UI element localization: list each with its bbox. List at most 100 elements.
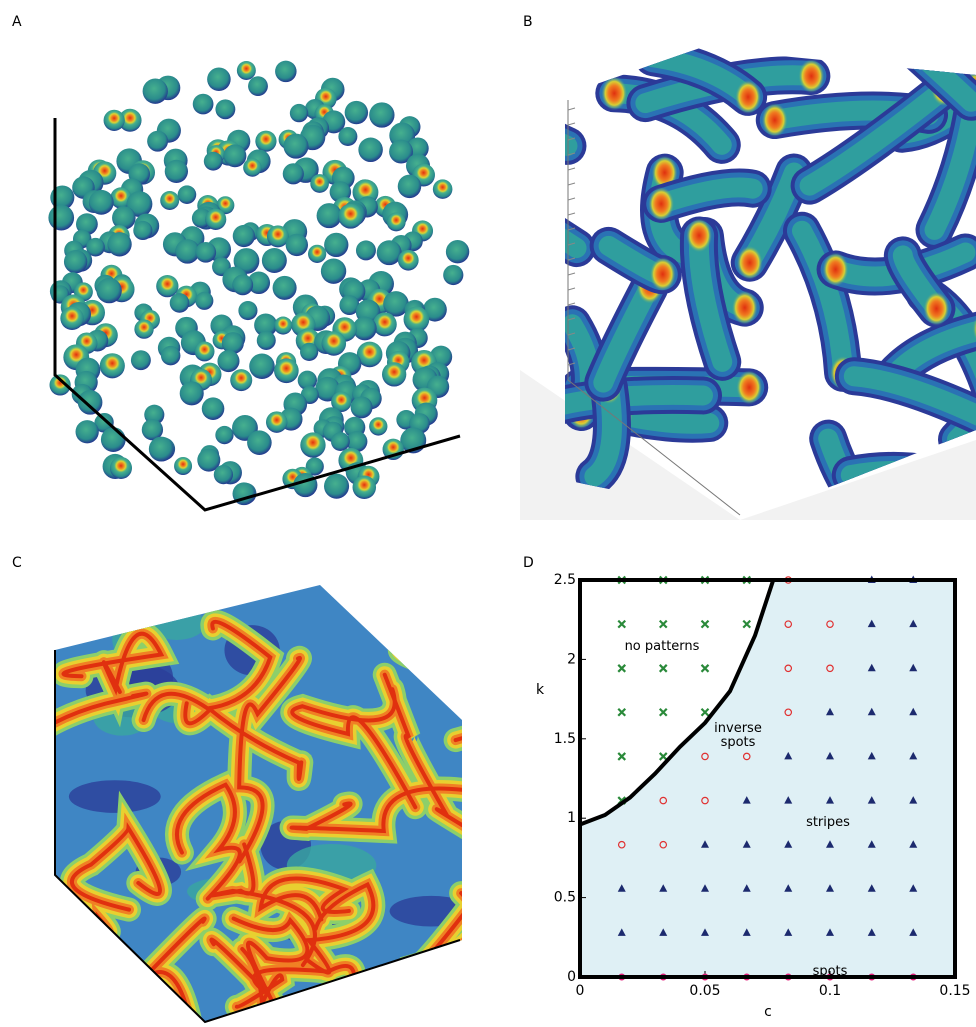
sphere: [214, 465, 233, 484]
sphere: [195, 242, 216, 263]
sphere: [274, 358, 299, 383]
tick: [568, 108, 575, 110]
marker-x: [618, 665, 625, 672]
sphere: [64, 250, 87, 273]
sphere: [89, 190, 114, 215]
sphere: [443, 265, 463, 285]
sphere: [101, 427, 126, 452]
region-label: spots: [780, 965, 880, 979]
sphere: [398, 250, 419, 271]
tick: [568, 183, 575, 185]
sphere: [110, 457, 132, 479]
panel-label: B: [523, 14, 533, 30]
sphere: [324, 474, 349, 499]
sphere: [161, 346, 180, 365]
sphere: [224, 144, 247, 167]
sphere: [293, 473, 317, 497]
marker-x: [660, 709, 667, 716]
tube-end: [923, 292, 949, 326]
sphere: [446, 240, 469, 263]
sphere: [308, 245, 326, 263]
panel-label: C: [12, 555, 22, 571]
blob: [69, 780, 161, 813]
sphere: [215, 426, 233, 444]
tube-end: [737, 246, 763, 280]
sphere: [353, 475, 377, 499]
tick: [568, 123, 575, 125]
marker-x: [702, 709, 709, 716]
sphere: [373, 312, 397, 336]
ridge: [0, 955, 131, 1022]
sphere: [324, 233, 348, 257]
ridge: [0, 955, 131, 1022]
sphere: [156, 275, 178, 297]
sphere: [232, 274, 253, 295]
sphere: [170, 293, 190, 313]
figure: A B C D 00.050.10.1500.511.522.5 c k no …: [0, 0, 976, 1027]
sphere: [262, 248, 287, 273]
region-label: stripes: [778, 816, 878, 830]
marker-x: [618, 621, 625, 628]
sphere: [247, 430, 272, 455]
sphere: [165, 160, 188, 183]
sphere: [398, 175, 421, 198]
figure-canvas: A B C D 00.050.10.1500.511.522.5 c k: [0, 0, 976, 1027]
sphere: [249, 354, 275, 380]
tube-end: [823, 252, 849, 286]
marker-x: [660, 665, 667, 672]
tube-end: [513, 199, 539, 233]
sphere: [433, 179, 453, 199]
sphere: [338, 127, 357, 146]
marker-x: [618, 709, 625, 716]
sphere: [273, 276, 297, 300]
tick: [568, 288, 575, 290]
sphere: [283, 134, 308, 159]
sphere: [147, 131, 168, 152]
sphere: [356, 240, 376, 260]
sphere: [202, 397, 225, 420]
y-tick-label: 2: [567, 651, 576, 667]
panel-a: [48, 61, 469, 506]
marker-x: [702, 665, 709, 672]
sphere: [76, 420, 99, 443]
sphere: [107, 232, 131, 256]
sphere: [369, 417, 387, 435]
y-tick-label: 0: [567, 969, 576, 985]
tick: [568, 303, 575, 305]
sphere: [286, 234, 308, 256]
tube: [854, 376, 976, 422]
tube-end: [735, 80, 761, 114]
tube-end: [736, 370, 762, 404]
x-tick-label: 0.15: [939, 983, 970, 999]
sphere: [358, 138, 382, 162]
sphere: [237, 61, 256, 80]
tube-end: [686, 218, 712, 252]
x-axis-label: c: [764, 1004, 772, 1020]
sphere: [149, 437, 174, 462]
tube: [930, 0, 937, 62]
sphere: [230, 369, 252, 391]
tick: [568, 168, 575, 170]
sphere: [283, 163, 304, 184]
tick: [568, 198, 575, 200]
sphere: [338, 204, 363, 229]
sphere: [100, 353, 125, 378]
sphere: [174, 457, 192, 475]
tube: [930, 0, 937, 62]
sphere: [48, 205, 74, 231]
tube-end: [762, 103, 788, 137]
y-tick-label: 2.5: [554, 572, 576, 588]
sphere: [274, 317, 292, 335]
tube-end: [732, 291, 758, 325]
x-tick-label: 0: [576, 983, 585, 999]
tube: [467, 34, 568, 146]
sphere: [233, 225, 255, 247]
sphere: [331, 432, 350, 451]
region-label: inverse spots: [713, 722, 763, 750]
sphere: [134, 319, 153, 338]
sphere: [255, 131, 276, 152]
tube-end: [868, 3, 894, 37]
tube-end: [798, 59, 824, 93]
tube-end: [648, 187, 674, 221]
sphere: [322, 331, 347, 356]
